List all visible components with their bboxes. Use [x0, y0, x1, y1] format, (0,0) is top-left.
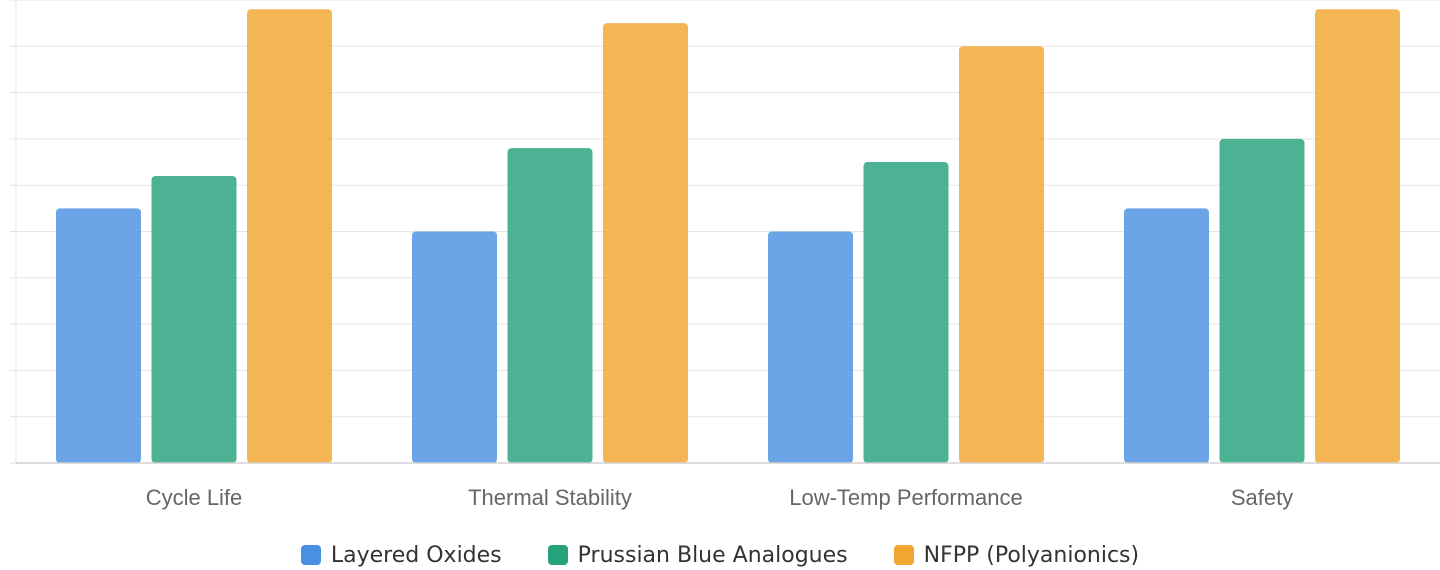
legend-swatch	[300, 545, 321, 565]
legend-label: Prussian Blue Analogues	[577, 542, 848, 568]
category-label-low-temp-performance: Low-Temp Performance	[789, 485, 1023, 510]
category-label-cycle-life: Cycle Life	[146, 485, 243, 510]
legend-label: NFPP (Polyanionics)	[923, 542, 1140, 568]
bar-layered-oxides-cycle-life[interactable]	[56, 208, 141, 463]
bar-prussian-blue-analogues-thermal-stability[interactable]	[507, 148, 593, 463]
bar-layered-oxides-low-temp-performance[interactable]	[768, 231, 853, 464]
bar-layered-oxides-safety[interactable]	[1124, 208, 1209, 463]
bars	[56, 9, 1400, 464]
legend-label: Layered Oxides	[330, 542, 502, 568]
legend-swatch	[893, 545, 914, 565]
legend-item-layered-oxides[interactable]: Layered Oxides	[300, 542, 502, 568]
bar-nfpp-polyanionics-thermal-stability[interactable]	[603, 23, 688, 464]
category-label-thermal-stability: Thermal Stability	[468, 485, 632, 510]
category-labels: Cycle Life Thermal Stability Low-Temp Pe…	[146, 485, 1293, 510]
bar-prussian-blue-analogues-low-temp-performance[interactable]	[863, 162, 949, 464]
category-label-safety: Safety	[1231, 485, 1293, 510]
legend-item-nfpp[interactable]: NFPP (Polyanionics)	[893, 542, 1140, 568]
legend-swatch	[547, 545, 568, 565]
bar-nfpp-polyanionics-safety[interactable]	[1315, 9, 1400, 463]
bar-chart: Cycle Life Thermal Stability Low-Temp Pe…	[10, 0, 1440, 510]
legend-item-prussian-blue-analogues[interactable]: Prussian Blue Analogues	[547, 542, 848, 568]
bar-nfpp-polyanionics-cycle-life[interactable]	[247, 9, 332, 463]
bar-prussian-blue-analogues-cycle-life[interactable]	[151, 175, 237, 463]
bar-nfpp-polyanionics-low-temp-performance[interactable]	[959, 46, 1044, 464]
bar-layered-oxides-thermal-stability[interactable]	[412, 231, 497, 464]
legend: Layered Oxides Prussian Blue Analogues N…	[0, 540, 1440, 570]
bar-prussian-blue-analogues-safety[interactable]	[1219, 138, 1305, 463]
